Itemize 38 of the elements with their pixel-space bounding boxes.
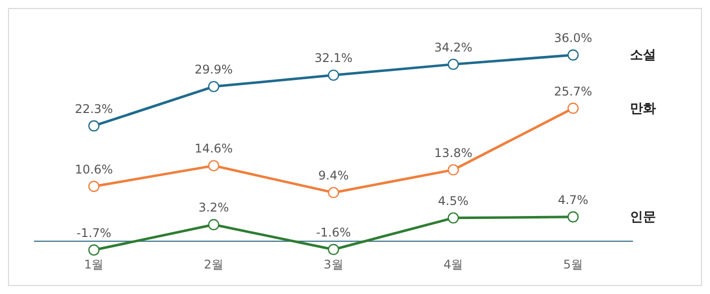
data-label: 34.2% xyxy=(434,40,472,54)
text: 만화 xyxy=(630,101,656,116)
data-label: 36.0% xyxy=(554,31,592,45)
point xyxy=(568,211,579,222)
x-tick-label: 1월 xyxy=(84,258,104,272)
x-tick-label: 5월 xyxy=(563,258,583,272)
point xyxy=(568,102,579,114)
point xyxy=(448,164,459,176)
data-label: 10.6% xyxy=(74,162,113,176)
point xyxy=(328,244,340,256)
text: 소설 xyxy=(630,48,656,63)
point xyxy=(208,219,220,230)
x-tick-label: 3월 xyxy=(324,258,344,272)
data-label: -1.7% xyxy=(76,226,112,240)
data-label: 29.9% xyxy=(194,62,233,77)
data-label: -1.6% xyxy=(316,225,351,240)
point xyxy=(208,80,220,92)
point xyxy=(328,186,340,198)
point xyxy=(208,160,220,172)
data-label: 4.7% xyxy=(558,192,588,207)
point xyxy=(328,70,340,81)
point xyxy=(88,244,100,256)
point xyxy=(568,49,579,61)
data-label: 9.4% xyxy=(318,168,349,183)
data-label: 32.1% xyxy=(314,51,353,66)
x-tick-label: 4월 xyxy=(443,258,464,272)
point xyxy=(448,58,459,70)
data-label: 14.6% xyxy=(194,142,233,156)
data-label: 22.3% xyxy=(74,102,113,116)
data-label: 3.2% xyxy=(198,200,229,215)
point xyxy=(448,212,459,224)
data-label: 13.8% xyxy=(434,146,472,160)
data-label: 25.7% xyxy=(554,84,592,98)
data-label: 4.5% xyxy=(438,194,469,208)
x-tick-label: 2월 xyxy=(204,258,224,272)
point xyxy=(88,180,100,192)
text: 인문 xyxy=(630,210,656,225)
point xyxy=(88,120,100,132)
